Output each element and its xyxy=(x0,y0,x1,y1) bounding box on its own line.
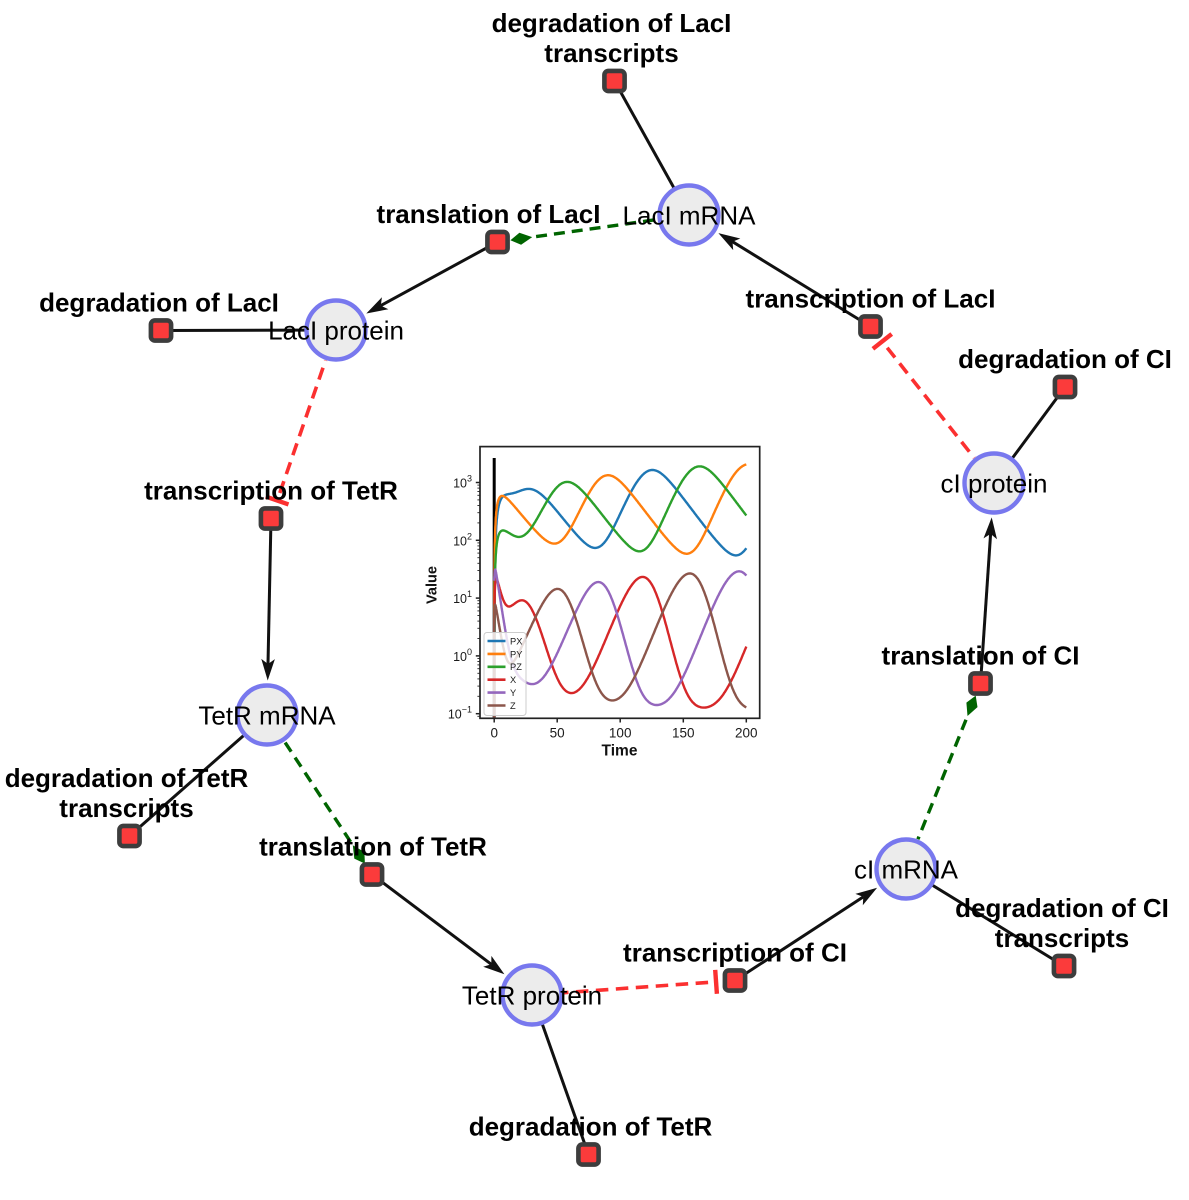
svg-text:LacI protein: LacI protein xyxy=(268,316,404,346)
svg-text:TetR protein: TetR protein xyxy=(462,981,602,1011)
svg-text:degradation of TetR: degradation of TetR xyxy=(469,1112,713,1142)
svg-text:transcripts: transcripts xyxy=(544,38,678,68)
svg-text:50: 50 xyxy=(550,726,565,741)
svg-text:PX: PX xyxy=(510,636,522,646)
svg-text:0: 0 xyxy=(490,726,498,741)
svg-text:degradation of LacI: degradation of LacI xyxy=(492,8,732,38)
svg-text:transcripts: transcripts xyxy=(995,923,1129,953)
svg-text:translation of CI: translation of CI xyxy=(882,641,1080,671)
svg-text:102: 102 xyxy=(453,531,472,548)
svg-text:10−1: 10−1 xyxy=(448,705,472,722)
svg-text:Time: Time xyxy=(602,743,638,760)
svg-text:LacI mRNA: LacI mRNA xyxy=(623,201,757,231)
svg-text:degradation of CI: degradation of CI xyxy=(958,344,1172,374)
svg-text:150: 150 xyxy=(672,726,695,741)
svg-text:TetR mRNA: TetR mRNA xyxy=(198,701,336,731)
svg-text:degradation of CI: degradation of CI xyxy=(955,893,1169,923)
svg-text:transcripts: transcripts xyxy=(59,793,193,823)
svg-text:Y: Y xyxy=(510,688,516,698)
svg-text:101: 101 xyxy=(453,589,472,606)
svg-text:transcription of CI: transcription of CI xyxy=(623,938,847,968)
svg-text:100: 100 xyxy=(453,647,472,664)
svg-text:Value: Value xyxy=(425,566,441,604)
svg-text:translation of TetR: translation of TetR xyxy=(259,832,487,862)
svg-text:cI mRNA: cI mRNA xyxy=(854,855,959,885)
svg-text:Z: Z xyxy=(510,701,516,711)
svg-text:PZ: PZ xyxy=(510,662,522,672)
svg-text:degradation of TetR: degradation of TetR xyxy=(5,763,249,793)
svg-text:200: 200 xyxy=(735,726,758,741)
svg-text:100: 100 xyxy=(609,726,632,741)
svg-text:degradation of LacI: degradation of LacI xyxy=(39,288,279,318)
svg-text:PY: PY xyxy=(510,649,522,659)
svg-text:translation of LacI: translation of LacI xyxy=(377,199,601,229)
svg-text:X: X xyxy=(510,675,516,685)
svg-text:103: 103 xyxy=(453,474,472,491)
svg-text:transcription of LacI: transcription of LacI xyxy=(746,284,996,314)
svg-text:transcription of TetR: transcription of TetR xyxy=(144,476,398,506)
svg-text:cI protein: cI protein xyxy=(941,469,1048,499)
